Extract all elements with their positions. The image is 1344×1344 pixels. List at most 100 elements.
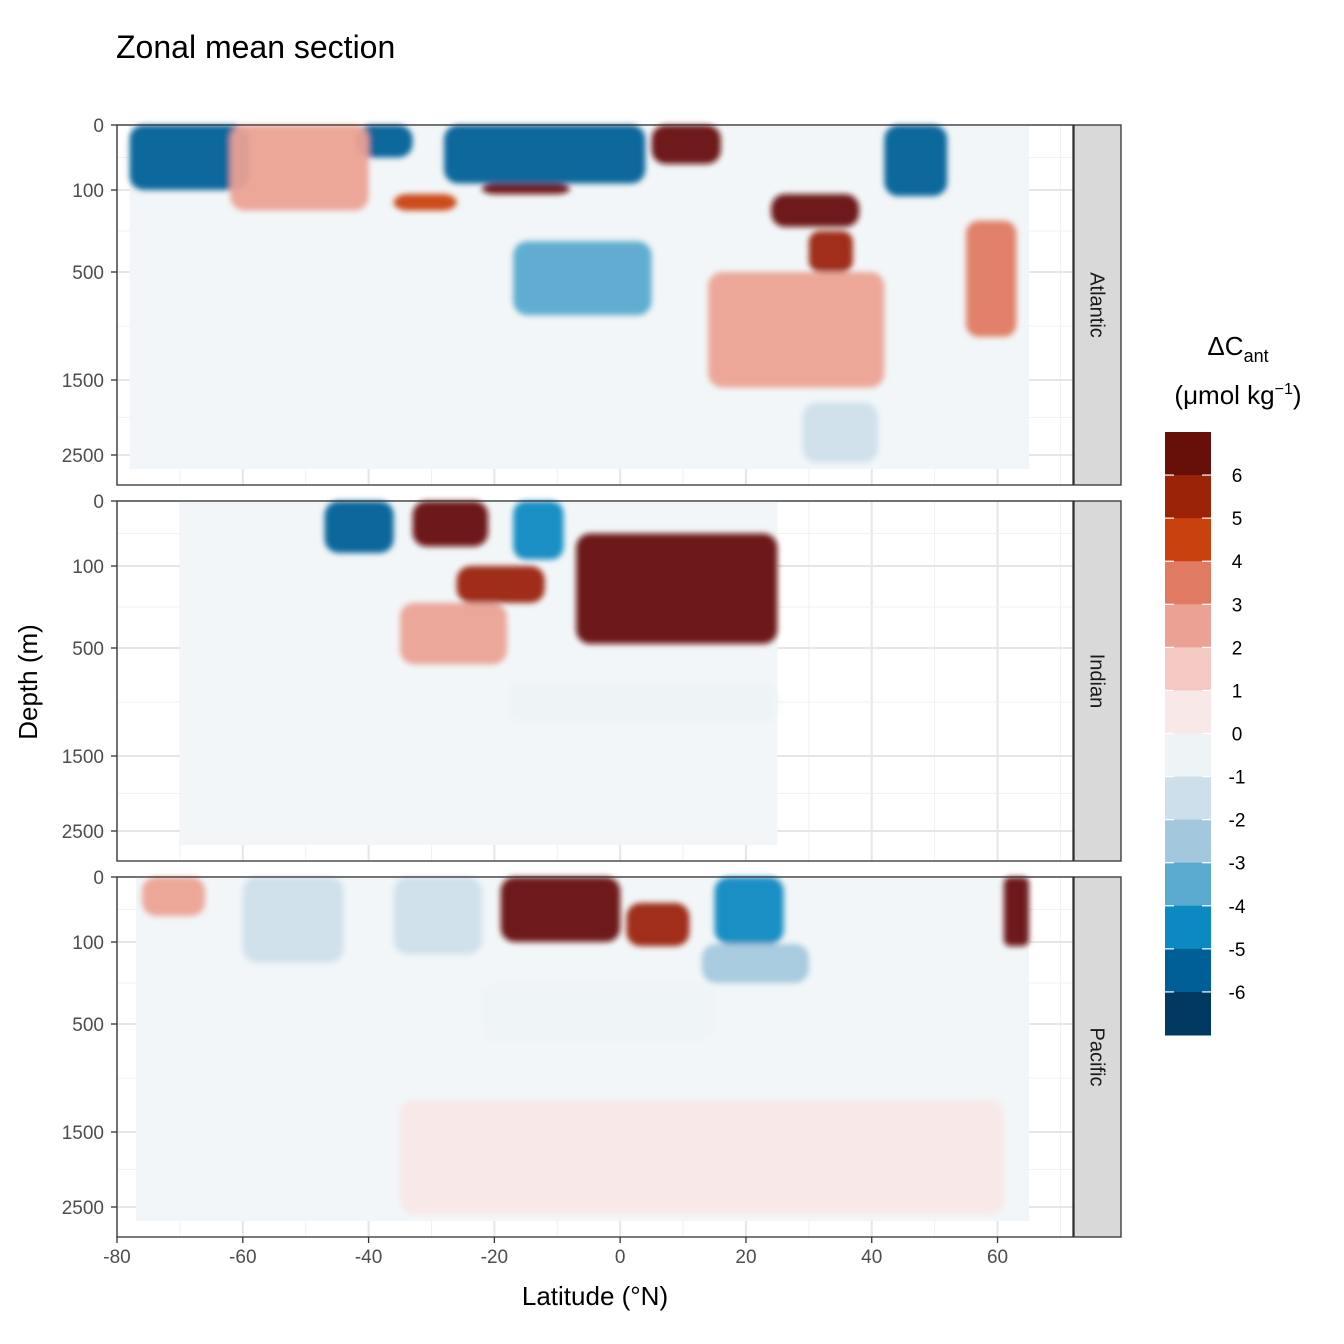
- colorbar: [1165, 432, 1211, 1036]
- y-tick-label: 100: [72, 181, 104, 202]
- y-tick-label: 2500: [62, 1198, 104, 1219]
- x-tick-label: -80: [103, 1247, 130, 1268]
- legend-unit: (μmol kg−1): [1174, 380, 1301, 410]
- colorbar-label: -1: [1229, 768, 1246, 789]
- contour-region: [444, 125, 646, 184]
- colorbar-segment: [1165, 991, 1211, 1036]
- y-tick-label: 1500: [62, 747, 104, 768]
- colorbar-segment: [1165, 647, 1211, 691]
- x-tick-label: 60: [987, 1247, 1008, 1268]
- colorbar-label: -4: [1229, 897, 1246, 918]
- strip-label: Pacific: [1086, 1028, 1108, 1087]
- contour-region: [808, 231, 853, 272]
- contour-region: [400, 1099, 1004, 1215]
- x-tick-label: -60: [229, 1247, 256, 1268]
- colorbar-segment: [1165, 604, 1211, 648]
- y-tick-label: 1500: [62, 1123, 104, 1144]
- contour-region: [400, 602, 507, 665]
- y-tick-label: 100: [72, 933, 104, 954]
- contour-region: [356, 125, 413, 158]
- contour-region: [129, 125, 250, 190]
- contour-fills: [129, 125, 1017, 463]
- panel-border: [116, 876, 1074, 1238]
- colorbar-label: 4: [1232, 552, 1243, 573]
- colorbar-label: -6: [1229, 983, 1246, 1004]
- panel-pacific: Pacific 0 100 500 1500 2500: [62, 868, 1122, 1238]
- contour-region: [230, 125, 369, 211]
- contour-fills: [142, 877, 1029, 1215]
- legend-title-sub: ant: [1244, 346, 1269, 366]
- colorbar-segment: [1165, 948, 1211, 993]
- contour-region: [802, 402, 879, 463]
- colorbar-label: 2: [1232, 638, 1243, 659]
- contour-region: [714, 877, 784, 945]
- strip-pacific: [1073, 876, 1122, 1238]
- strip-label: Atlantic: [1086, 272, 1108, 338]
- contour-region: [884, 125, 948, 197]
- x-tick-label: 40: [861, 1247, 882, 1268]
- colorbar-label: -3: [1229, 854, 1246, 875]
- strip-indian: [1073, 500, 1122, 862]
- strip-atlantic: [1073, 124, 1122, 486]
- colorbar-segment: [1165, 733, 1211, 778]
- y-tick-label: 500: [72, 263, 104, 284]
- y-tick-label: 0: [93, 116, 104, 137]
- colorbar-segment: [1165, 561, 1211, 605]
- contour-region: [481, 183, 570, 195]
- y-tick-label: 500: [72, 639, 104, 660]
- contour-region: [513, 241, 652, 316]
- contour-region: [513, 501, 564, 560]
- strip-label: Indian: [1086, 654, 1108, 709]
- y-tick-label: 0: [93, 492, 104, 513]
- contour-region: [771, 194, 860, 227]
- legend-title: ΔCant: [1207, 331, 1268, 366]
- contour-region: [708, 272, 885, 388]
- colorbar-label: -2: [1229, 811, 1246, 832]
- x-axis: -80 -60 -40 -20 0 20 40 60: [103, 1237, 1008, 1268]
- x-axis-title: Latitude (°N): [522, 1281, 668, 1311]
- contour-fills: [324, 501, 778, 724]
- contour-region: [393, 877, 482, 955]
- legend-unit-suffix: ): [1293, 380, 1302, 410]
- colorbar-segment: [1165, 432, 1211, 476]
- colorbar-label: 5: [1232, 509, 1243, 530]
- colorbar-label: 3: [1232, 595, 1243, 616]
- colorbar-segment: [1165, 690, 1211, 734]
- panel-border: [116, 500, 1074, 862]
- contour-region: [242, 877, 344, 963]
- contour-region: [393, 194, 457, 211]
- contour-region: [966, 220, 1017, 337]
- contour-region: [142, 877, 206, 916]
- x-tick-label: 20: [735, 1247, 756, 1268]
- legend-unit-sup: −1: [1275, 381, 1293, 398]
- colorbar-legend: ΔCant (μmol kg−1) 6 5 4 3 2 1 0 -1 -2 -3 -4 -5 -6: [1165, 331, 1302, 1036]
- legend-unit-prefix: (μmol kg: [1174, 380, 1274, 410]
- colorbar-segment: [1165, 819, 1211, 864]
- colorbar-label: 6: [1232, 466, 1243, 487]
- contour-region: [701, 944, 809, 983]
- y-tick-label: 0: [93, 868, 104, 889]
- contour-region: [626, 903, 690, 947]
- y-tick-label: 2500: [62, 822, 104, 843]
- colorbar-label: -5: [1229, 940, 1246, 961]
- y-tick-label: 2500: [62, 446, 104, 467]
- colorbar-segment: [1165, 862, 1211, 907]
- colorbar-segment: [1165, 776, 1211, 821]
- colorbar-segment: [1165, 518, 1211, 562]
- panel-atlantic: Atlantic 0 100 500 1500 2500: [62, 116, 1122, 486]
- y-tick-label: 500: [72, 1015, 104, 1036]
- contour-region: [576, 533, 778, 644]
- contour-region: [412, 501, 489, 547]
- y-tick-label: 100: [72, 557, 104, 578]
- x-tick-label: -40: [355, 1247, 382, 1268]
- panel-border: [116, 124, 1074, 486]
- contour-region: [481, 983, 715, 1041]
- panel-indian: Indian 0 100 500 1500 2500: [62, 492, 1122, 862]
- colorbar-segment: [1165, 905, 1211, 950]
- colorbar-segment: [1165, 475, 1211, 519]
- colorbar-label: 0: [1232, 725, 1243, 746]
- contour-region: [456, 566, 545, 603]
- legend-title-main: ΔC: [1207, 331, 1243, 361]
- contour-region: [500, 877, 621, 942]
